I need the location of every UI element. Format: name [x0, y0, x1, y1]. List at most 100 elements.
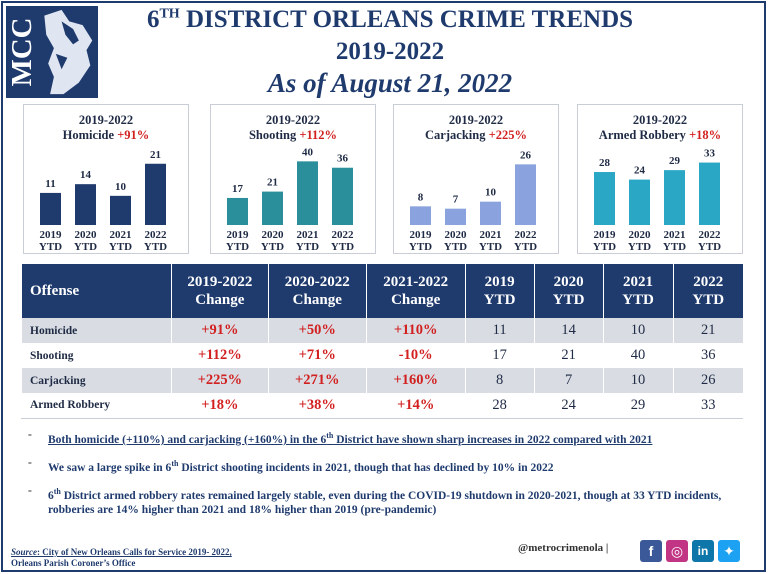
tick-label: YTD — [409, 241, 432, 253]
cell-ytd: 28 — [464, 393, 535, 419]
data-label: 29 — [669, 155, 681, 167]
mcc-logo: MCC — [4, 4, 100, 100]
bar — [480, 201, 501, 225]
tick-label: 2021 — [110, 229, 132, 241]
cell-ytd: 40 — [602, 343, 673, 368]
chart-title: 2019-2022 Shooting +112% — [248, 113, 338, 142]
bar — [40, 192, 61, 225]
tick-label: 2020 — [629, 229, 652, 241]
tick-label: YTD — [698, 241, 721, 253]
logo-text: MCC — [6, 18, 38, 87]
data-label: 26 — [520, 149, 532, 161]
cell-ytd: 8 — [464, 368, 535, 393]
cell-change: +110% — [365, 318, 466, 343]
bar — [699, 162, 720, 225]
cell-ytd: 26 — [672, 368, 743, 393]
key-findings: - Both homicide (+110%) and carjacking (… — [28, 428, 728, 526]
tick-label: 2021 — [297, 229, 319, 241]
cell-ytd: 17 — [464, 343, 535, 368]
data-label: 28 — [599, 157, 611, 169]
col-header-offense: Offense — [21, 264, 172, 318]
bar — [515, 164, 536, 225]
cell-ytd: 10 — [602, 368, 673, 393]
finding-1: - Both homicide (+110%) and carjacking (… — [28, 429, 653, 446]
tick-label: YTD — [109, 241, 132, 253]
carjacking-chart-card: 2019-2022 Carjacking +225% 8 2019 YTD 7 2020 Y… — [393, 104, 559, 254]
tick-label: 2022 — [332, 229, 355, 241]
page-title-line3: As of August 21, 2022 — [267, 68, 513, 98]
tick-label: 2020 — [75, 229, 98, 241]
tick-label: YTD — [628, 241, 651, 253]
cell-change: +271% — [267, 368, 367, 393]
tick-label: 2019 — [410, 229, 433, 241]
tick-label: YTD — [444, 241, 467, 253]
tick-label: 2022 — [145, 229, 168, 241]
cell-offense: Carjacking — [21, 368, 172, 393]
bar — [227, 197, 248, 225]
col-header-2019-ytd: 2019 YTD — [464, 264, 535, 318]
cell-ytd: 33 — [672, 393, 743, 419]
tick-label: 2022 — [699, 229, 722, 241]
cell-change: +71% — [267, 343, 367, 368]
data-label: 36 — [337, 153, 349, 165]
cell-change: +112% — [170, 343, 269, 368]
bar — [410, 206, 431, 225]
data-label: 17 — [232, 183, 244, 195]
facebook-icon[interactable]: f — [640, 540, 662, 562]
tick-label: 2020 — [445, 229, 468, 241]
data-label: 33 — [704, 148, 716, 160]
cell-change: +50% — [267, 318, 367, 343]
tick-label: 2019 — [227, 229, 250, 241]
data-label: 24 — [634, 165, 646, 177]
bar — [75, 184, 96, 225]
cell-change: -10% — [365, 343, 466, 368]
col-header-change-2019: 2019-2022 Change — [170, 264, 269, 318]
finding-2: - We saw a large spike in 6th District s… — [28, 456, 554, 474]
tick-label: YTD — [296, 241, 319, 253]
chart-title: 2019-2022 Armed Robbery +18% — [598, 113, 722, 142]
tick-label: YTD — [514, 241, 537, 253]
bar — [594, 172, 615, 225]
table-row: Carjacking +225% +271% +160% 8 7 10 26 — [21, 368, 743, 393]
social-handle[interactable]: @metrocrimenola | — [518, 542, 609, 554]
linkedin-icon[interactable]: in — [692, 540, 714, 562]
data-label: 21 — [267, 177, 278, 189]
data-label: 21 — [150, 149, 161, 161]
tick-label: YTD — [663, 241, 686, 253]
crime-trends-table: Offense 2019-2022 Change 2020-2022 Change … — [21, 264, 743, 419]
table-header-row: Offense 2019-2022 Change 2020-2022 Change … — [21, 264, 743, 318]
cell-ytd: 21 — [672, 318, 743, 343]
wolf-logo-icon: MCC — [6, 6, 98, 98]
tick-label: YTD — [479, 241, 502, 253]
tick-label: 2021 — [664, 229, 686, 241]
twitter-icon[interactable]: ✦ — [718, 540, 740, 562]
finding-3: - 6th District armed robbery rates remai… — [28, 484, 722, 517]
instagram-icon[interactable]: ◎ — [666, 540, 688, 562]
tick-label: YTD — [261, 241, 284, 253]
bar — [145, 163, 166, 225]
armed-robbery-chart-card: 2019-2022 Armed Robbery +18% 28 2019 YTD 24 2… — [577, 104, 743, 254]
data-label: 40 — [302, 146, 314, 158]
col-header-change-2020: 2020-2022 Change — [267, 264, 367, 318]
cell-offense: Homicide — [21, 318, 172, 343]
tick-label: 2020 — [262, 229, 285, 241]
data-label: 14 — [80, 169, 92, 181]
bar — [445, 208, 466, 225]
cell-change: +38% — [267, 393, 367, 419]
tick-label: YTD — [74, 241, 97, 253]
table-row: Shooting +112% +71% -10% 17 21 40 36 — [21, 343, 743, 368]
tick-label: 2019 — [594, 229, 617, 241]
col-header-2022-ytd: 2022 YTD — [672, 264, 743, 318]
cell-change: +18% — [170, 393, 269, 419]
data-label: 10 — [485, 187, 497, 199]
tick-label: YTD — [39, 241, 62, 253]
cell-ytd: 7 — [533, 368, 604, 393]
cell-change: +91% — [170, 318, 269, 343]
cell-offense: Armed Robbery — [21, 393, 172, 419]
data-label: 11 — [45, 178, 55, 190]
cell-change: +225% — [170, 368, 269, 393]
